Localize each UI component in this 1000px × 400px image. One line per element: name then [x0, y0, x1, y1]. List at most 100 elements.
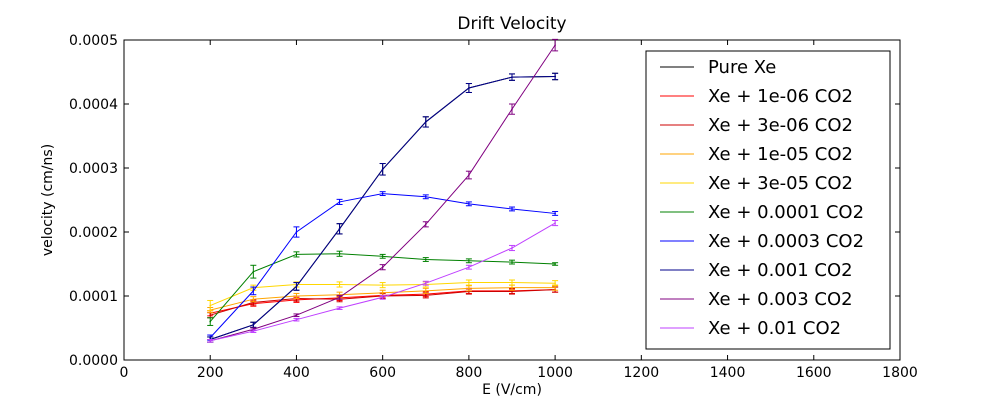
legend-entry: Xe + 0.0003 CO2	[660, 231, 864, 252]
data-point	[295, 314, 298, 317]
x-tick-label: 1600	[796, 365, 832, 381]
series-7	[207, 72, 559, 343]
data-point	[468, 281, 470, 284]
data-point	[295, 231, 298, 233]
x-tick-label: 1400	[710, 365, 746, 381]
legend-label: Xe + 0.001 CO2	[708, 260, 853, 281]
data-point	[209, 314, 212, 317]
y-tick-label: 0.0001	[69, 289, 118, 305]
data-point	[554, 75, 556, 78]
data-point	[554, 286, 556, 289]
x-axis-label: E (V/cm)	[482, 382, 542, 398]
data-point	[381, 266, 384, 269]
legend-entry: Xe + 1e-06 CO2	[660, 86, 853, 107]
legend-label: Xe + 3e-05 CO2	[708, 173, 853, 194]
data-point	[468, 287, 470, 290]
data-point	[381, 292, 384, 294]
data-point	[511, 247, 513, 249]
data-point	[554, 282, 556, 285]
y-tick-label: 0.0002	[69, 225, 118, 241]
legend-label: Pure Xe	[708, 57, 776, 78]
y-tick-label: 0.0005	[69, 33, 118, 49]
data-point	[295, 318, 298, 321]
y-tick-label: 0.0000	[69, 353, 118, 369]
data-point	[295, 285, 298, 288]
plot-area: 0 200 400 600 800 1000 1200 1400 1600 1800 0.0000 0…	[69, 33, 918, 381]
data-point	[338, 252, 341, 255]
legend-label: Xe + 0.0003 CO2	[708, 231, 864, 252]
data-point	[511, 208, 513, 210]
legend-entry: Pure Xe	[660, 57, 776, 78]
data-point	[468, 260, 470, 262]
plot-frame	[123, 39, 901, 361]
data-point	[511, 108, 513, 110]
data-point	[511, 290, 513, 293]
data-point	[381, 296, 384, 299]
data-point	[338, 307, 341, 309]
data-point	[252, 324, 255, 326]
legend-entry: Xe + 3e-05 CO2	[660, 173, 853, 194]
chart-title: Drift Velocity	[457, 14, 566, 34]
data-point	[381, 168, 384, 171]
data-point	[209, 340, 212, 342]
data-point	[338, 296, 341, 299]
data-point	[338, 228, 341, 230]
data-point	[424, 258, 427, 261]
data-point	[252, 290, 255, 292]
data-point	[209, 304, 212, 307]
data-point	[511, 76, 513, 78]
data-point	[424, 121, 427, 123]
legend-label: Xe + 0.01 CO2	[708, 318, 841, 339]
x-tick-label: 400	[283, 365, 310, 381]
series-line	[210, 222, 556, 342]
legend-entry: Xe + 1e-05 CO2	[660, 144, 853, 165]
data-point	[381, 255, 384, 258]
x-tick-label: 800	[456, 365, 483, 381]
series-4	[207, 279, 559, 312]
legend: Pure Xe Xe + 1e-06 CO2 Xe + 3e-06 CO2 Xe + …	[645, 50, 891, 350]
data-point	[252, 270, 255, 273]
legend-entry: Xe + 0.001 CO2	[660, 260, 853, 281]
data-point	[554, 212, 556, 215]
data-point	[554, 263, 556, 265]
y-tick-label: 0.0004	[69, 97, 118, 113]
legend-entry: Xe + 0.0001 CO2	[660, 202, 864, 223]
data-point	[511, 261, 513, 263]
legend-label: Xe + 1e-06 CO2	[708, 86, 853, 107]
data-point	[424, 294, 427, 297]
data-point	[554, 44, 556, 46]
y-tick-label: 0.0003	[69, 161, 118, 177]
x-tick-label: 1800	[882, 365, 918, 381]
data-point	[468, 266, 470, 269]
legend-label: Xe + 3e-06 CO2	[708, 115, 853, 136]
legend-entry: Xe + 3e-06 CO2	[660, 115, 853, 136]
data-point	[424, 196, 427, 198]
data-point	[252, 330, 255, 333]
legend-label: Xe + 0.0001 CO2	[708, 202, 864, 223]
data-point	[424, 223, 427, 226]
series-5	[207, 250, 559, 326]
data-point	[468, 203, 470, 205]
series-3	[207, 284, 559, 314]
x-tick-label: 1000	[537, 365, 573, 381]
x-tick-label: 0	[120, 365, 129, 381]
x-tick-label: 1200	[624, 365, 660, 381]
series-9	[207, 219, 559, 343]
data-point	[381, 284, 384, 286]
legend-label: Xe + 0.003 CO2	[708, 289, 853, 310]
data-point	[468, 87, 470, 89]
data-point	[295, 295, 298, 297]
data-point	[252, 298, 255, 301]
data-point	[424, 290, 427, 292]
data-point	[554, 222, 556, 224]
data-point	[424, 282, 427, 285]
y-axis-label: velocity (cm/ns)	[40, 144, 56, 256]
x-tick-label: 200	[197, 365, 224, 381]
legend-label: Xe + 1e-05 CO2	[708, 144, 853, 165]
x-tick-label: 600	[369, 365, 396, 381]
data-point	[295, 253, 298, 256]
data-point	[511, 281, 513, 284]
data-point	[381, 192, 384, 195]
data-point	[338, 201, 341, 203]
